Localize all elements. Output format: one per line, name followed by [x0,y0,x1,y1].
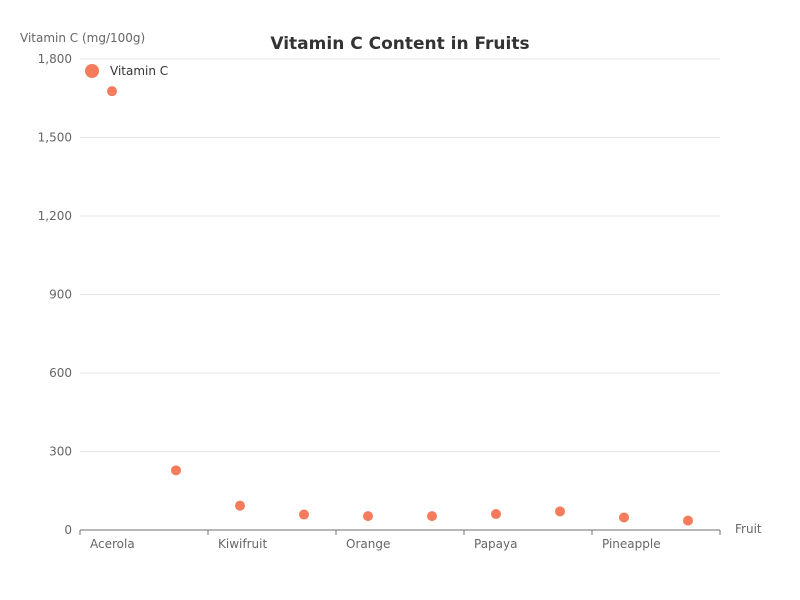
y-tick-label: 900 [49,288,72,302]
y-tick-label: 1,500 [38,131,72,145]
data-point[interactable] [619,512,629,523]
gridlines [80,58,720,452]
data-point[interactable] [683,515,693,526]
data-point[interactable] [363,511,373,522]
y-tick-label: 1,200 [38,209,72,223]
x-tick-label: Acerola [90,537,135,551]
x-tick-label: Orange [346,537,390,551]
chart-title: Vitamin C Content in Fruits [270,34,529,54]
data-point[interactable] [299,509,309,520]
x-axis-label: Fruit [735,522,762,536]
axes [79,529,721,535]
data-points [107,86,693,526]
x-tick-label: Papaya [474,537,517,551]
data-point[interactable] [235,500,245,511]
y-tick-label: 600 [49,366,72,380]
y-tick-labels: 0 300 600 900 1,200 1,500 1,800 [38,52,72,537]
legend-marker[interactable] [85,64,99,78]
data-point[interactable] [171,465,181,476]
y-tick-label: 1,800 [38,52,72,66]
x-tick-label: Pineapple [602,537,661,551]
y-axis-label: Vitamin C (mg/100g) [20,31,145,45]
x-tick-label: Kiwifruit [218,537,267,551]
data-point[interactable] [491,509,501,520]
legend[interactable]: Vitamin C [85,64,168,78]
y-tick-label: 300 [49,445,72,459]
legend-label-vitamin-c[interactable]: Vitamin C [110,64,168,78]
data-point[interactable] [555,506,565,517]
x-tick-labels: Acerola Kiwifruit Orange Papaya Pineapple [90,537,661,551]
data-point[interactable] [427,511,437,522]
data-point[interactable] [107,86,117,97]
y-tick-label: 0 [64,523,72,537]
